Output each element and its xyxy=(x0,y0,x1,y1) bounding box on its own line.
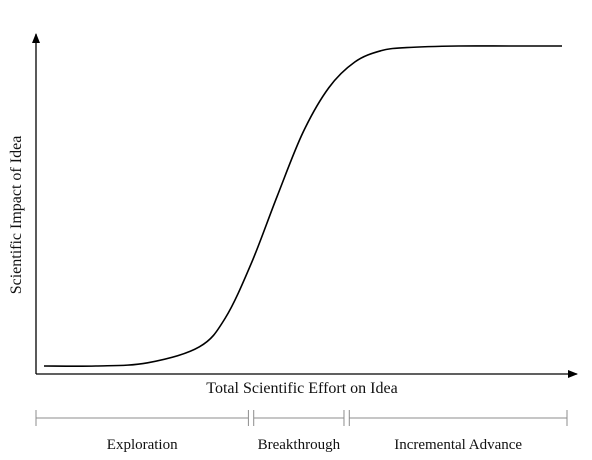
phase-breakthrough: Breakthrough xyxy=(253,410,345,453)
phase-label: Incremental Advance xyxy=(394,437,522,453)
phase-incremental-advance: Incremental Advance xyxy=(348,410,568,453)
phase-label: Breakthrough xyxy=(258,437,341,453)
impact-curve-line xyxy=(43,45,562,368)
phase-exploration: Exploration xyxy=(35,410,249,453)
phase-bar: Exploration Breakthrough Incremental Advan… xyxy=(35,410,568,453)
x-axis-label: Total Scientific Effort on Idea xyxy=(206,380,397,397)
series-layer xyxy=(43,45,562,368)
phase-label: Exploration xyxy=(107,437,178,453)
y-axis-label: Scientific Impact of Idea xyxy=(8,136,25,295)
